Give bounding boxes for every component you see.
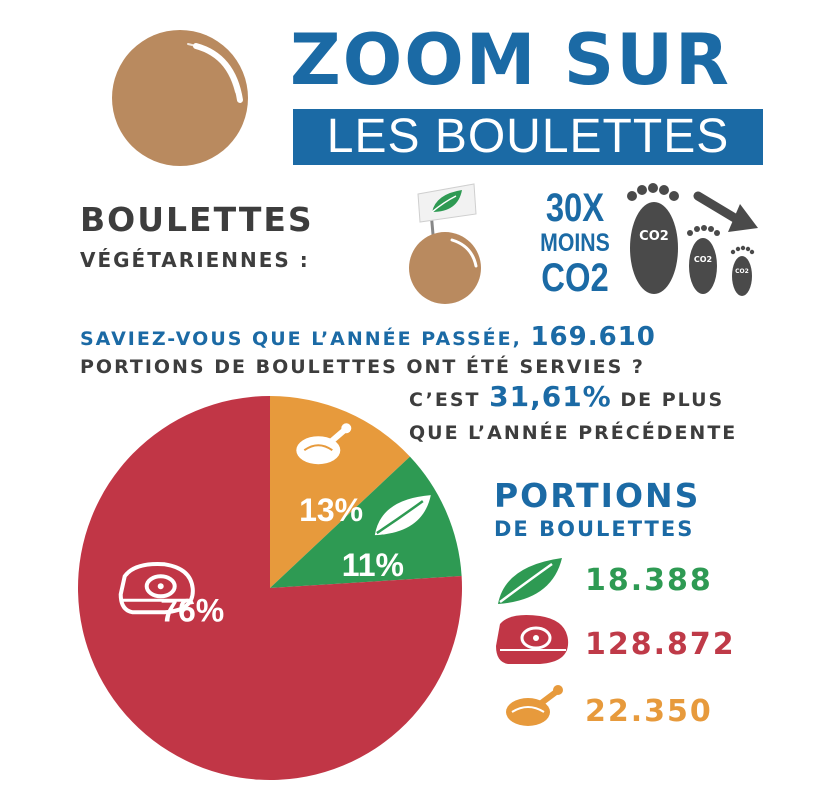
fact-line-2: PORTIONS DE BOULETTES ONT ÉTÉ SERVIES ? (80, 356, 645, 378)
legend-steak-icon (496, 615, 569, 664)
pie-slice-veg (270, 456, 462, 588)
fact-line-1: SAVIEZ-VOUS QUE L’ANNÉE PASSÉE, 169.610 (80, 322, 656, 354)
pie-slice-meat (78, 396, 463, 780)
footprint-label-medium: CO2 (694, 255, 712, 264)
portions-subtitle: DE BOULETTES (494, 517, 695, 541)
fact-line-4: QUE L’ANNÉE PRÉCÉDENTE (409, 422, 738, 444)
growth-percent: 31,61% (489, 380, 612, 413)
legend-chicken-value: 22.350 (585, 694, 713, 729)
co2-factor: 30X (545, 186, 605, 230)
fact-line-3-suffix: DE PLUS (620, 389, 725, 411)
veg-section-title: BOULETTES (80, 200, 314, 239)
subtitle-banner (293, 109, 763, 165)
page-title: ZOOM SUR (290, 19, 731, 101)
fact-line-3-prefix: C’EST (409, 389, 481, 411)
legend-leaf-icon (498, 558, 562, 604)
portions-title: PORTIONS (494, 476, 701, 515)
co2-label: CO2 (541, 256, 609, 300)
legend-chicken-icon (506, 685, 563, 726)
pie-leaf-icon (374, 495, 431, 536)
veg-section-subtitle: VÉGÉTARIENNES : (80, 248, 310, 272)
fact-line-3: C’EST 31,61% DE PLUS (409, 381, 724, 416)
total-portions: 169.610 (530, 322, 656, 352)
pie-label-chicken: 13% (299, 492, 363, 528)
page-subtitle: LES BOULETTES (326, 110, 730, 163)
legend-meat-value: 128.872 (585, 627, 736, 662)
pie-label-veg: 11% (342, 547, 404, 583)
co2-moins: MOINS (540, 229, 610, 257)
footprint-label-small: CO2 (735, 268, 749, 275)
legend-veg-value: 18.388 (585, 563, 713, 598)
fact-line-1-text: SAVIEZ-VOUS QUE L’ANNÉE PASSÉE, (80, 328, 522, 350)
footprint-label-large: CO2 (639, 229, 669, 244)
pie-steak-icon (118, 562, 195, 615)
pie-chicken-icon (296, 423, 352, 465)
